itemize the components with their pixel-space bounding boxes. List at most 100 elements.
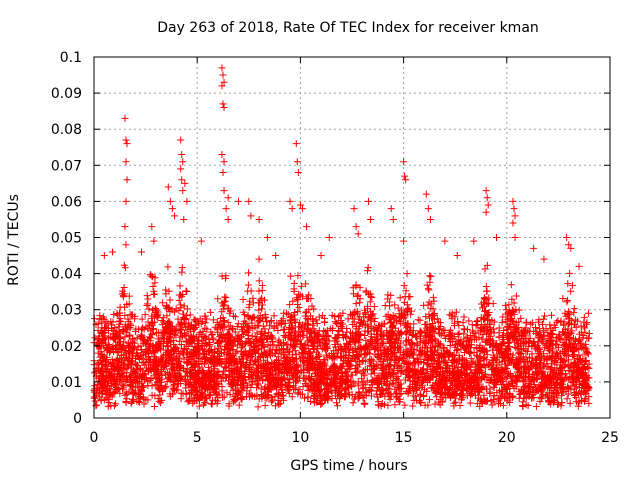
data-point [356,299,364,307]
data-point [162,286,170,294]
data-point [364,264,372,272]
data-point [547,311,555,319]
data-point [416,316,424,324]
data-point [237,395,245,403]
data-point [221,363,229,371]
data-point [149,282,157,290]
data-point [460,313,468,321]
data-point [352,300,360,308]
data-point [581,396,589,404]
data-point [459,355,467,363]
data-point [424,285,432,293]
data-point [182,287,190,295]
data-point [427,273,435,281]
data-point [353,368,361,376]
data-point [164,263,172,271]
data-point [410,320,418,328]
data-point [452,308,460,316]
chart-title: Day 263 of 2018, Rate Of TEC Index for r… [157,20,539,36]
data-point [245,269,253,277]
data-point [433,315,441,323]
data-point [425,286,433,294]
data-point [370,318,378,326]
data-point [231,313,239,321]
data-point [518,402,526,410]
data-point [408,332,416,340]
data-point [403,270,411,278]
data-point [463,325,471,333]
data-point [122,399,130,407]
data-point [145,305,153,313]
data-point [332,399,340,407]
data-point [371,314,379,322]
data-point [396,294,404,302]
data-point [361,399,369,407]
data-point [143,292,151,300]
data-point [558,399,566,407]
data-point [566,269,574,277]
data-point [410,358,418,366]
data-point [178,264,186,272]
data-point [502,374,510,382]
data-point [420,301,428,309]
data-point [401,401,409,409]
data-point [126,331,134,339]
data-point [294,308,302,316]
data-point [512,292,520,300]
data-point [247,287,255,295]
data-point [349,399,357,407]
data-point [431,400,439,408]
data-point [258,286,266,294]
data-point [116,303,124,311]
data-point [466,399,474,407]
data-point [110,310,118,318]
data-point [92,402,100,410]
data-point [303,381,311,389]
data-point [207,308,215,316]
data-point [563,395,571,403]
data-point [144,295,152,303]
data-point [515,394,523,402]
data-point [400,282,408,290]
data-point [489,300,497,308]
data-point [239,295,247,303]
data-point [238,323,246,331]
data-point [138,315,146,323]
data-point [290,279,298,287]
data-point [333,402,341,410]
data-point [468,321,476,329]
data-point [564,296,572,304]
data-point [409,402,417,410]
data-point [473,317,481,325]
data-point [532,403,540,411]
data-point [449,357,457,365]
data-point [515,306,523,314]
data-point [267,398,275,406]
data-point [482,283,490,291]
data-point [465,317,473,325]
data-point [179,310,187,318]
data-point [184,398,192,406]
data-point [287,272,295,280]
data-point [585,399,593,407]
data-point [416,391,424,399]
data-point [143,302,151,310]
data-point [221,293,229,301]
data-point [567,287,575,295]
data-point [222,294,230,302]
data-point [255,255,263,263]
data-point [120,284,128,292]
data-point [426,272,434,280]
data-point [484,396,492,404]
data-point [370,303,378,311]
data-points [90,64,593,411]
data-point [255,287,263,295]
data-point [566,399,574,407]
data-point [488,401,496,409]
data-point [559,295,567,303]
data-point [507,281,515,289]
data-point [254,403,262,411]
data-point [266,322,274,330]
data-point [208,400,216,408]
